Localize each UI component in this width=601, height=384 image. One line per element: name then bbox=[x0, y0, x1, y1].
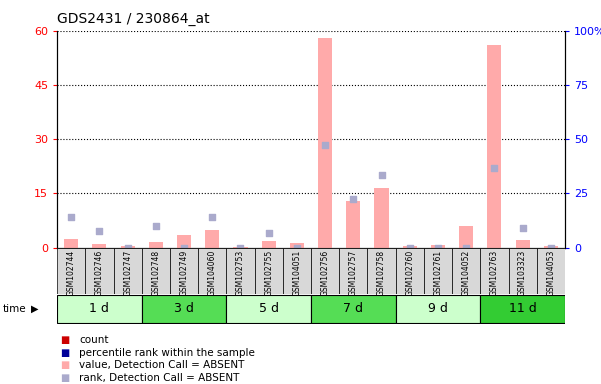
FancyBboxPatch shape bbox=[283, 248, 311, 294]
Point bbox=[264, 230, 273, 236]
Text: GSM104051: GSM104051 bbox=[293, 250, 302, 296]
Point bbox=[377, 172, 386, 179]
Point bbox=[292, 245, 302, 251]
Text: 1 d: 1 d bbox=[90, 302, 109, 315]
Point bbox=[490, 165, 499, 171]
Text: GSM102763: GSM102763 bbox=[490, 250, 499, 296]
Bar bbox=[290, 243, 304, 248]
Point bbox=[179, 245, 189, 251]
FancyBboxPatch shape bbox=[508, 248, 537, 294]
FancyBboxPatch shape bbox=[114, 248, 142, 294]
FancyBboxPatch shape bbox=[57, 248, 85, 294]
FancyBboxPatch shape bbox=[395, 248, 424, 294]
Text: 3 d: 3 d bbox=[174, 302, 194, 315]
Bar bbox=[487, 45, 501, 248]
Text: GDS2431 / 230864_at: GDS2431 / 230864_at bbox=[57, 12, 210, 25]
Text: GSM102753: GSM102753 bbox=[236, 250, 245, 296]
FancyBboxPatch shape bbox=[170, 248, 198, 294]
Bar bbox=[93, 244, 106, 248]
FancyBboxPatch shape bbox=[311, 248, 339, 294]
Bar bbox=[149, 242, 163, 248]
FancyBboxPatch shape bbox=[142, 248, 170, 294]
Point bbox=[123, 245, 132, 251]
Bar bbox=[121, 246, 135, 248]
FancyBboxPatch shape bbox=[480, 248, 508, 294]
Text: GSM103323: GSM103323 bbox=[518, 250, 527, 296]
FancyBboxPatch shape bbox=[537, 248, 565, 294]
Bar bbox=[318, 38, 332, 248]
FancyBboxPatch shape bbox=[85, 248, 114, 294]
Bar bbox=[261, 241, 276, 248]
Bar bbox=[205, 230, 219, 248]
Point bbox=[207, 214, 217, 220]
Text: ■: ■ bbox=[60, 335, 69, 345]
FancyBboxPatch shape bbox=[57, 295, 142, 323]
Text: GSM104060: GSM104060 bbox=[208, 250, 217, 296]
Bar bbox=[233, 247, 248, 248]
Point bbox=[518, 225, 528, 231]
Text: ■: ■ bbox=[60, 360, 69, 370]
Text: GSM102760: GSM102760 bbox=[405, 250, 414, 296]
Point bbox=[462, 245, 471, 251]
Text: GSM102758: GSM102758 bbox=[377, 250, 386, 296]
FancyBboxPatch shape bbox=[227, 295, 311, 323]
Text: GSM104053: GSM104053 bbox=[546, 250, 555, 296]
Point bbox=[349, 196, 358, 202]
FancyBboxPatch shape bbox=[367, 248, 395, 294]
FancyBboxPatch shape bbox=[311, 295, 395, 323]
Text: count: count bbox=[79, 335, 109, 345]
FancyBboxPatch shape bbox=[198, 248, 227, 294]
Point bbox=[236, 245, 245, 251]
FancyBboxPatch shape bbox=[424, 248, 452, 294]
Point bbox=[433, 245, 443, 251]
FancyBboxPatch shape bbox=[142, 295, 227, 323]
Point bbox=[151, 223, 160, 229]
Text: GSM102761: GSM102761 bbox=[433, 250, 442, 296]
Text: GSM104052: GSM104052 bbox=[462, 250, 471, 296]
Point bbox=[546, 245, 556, 251]
Point bbox=[405, 245, 415, 251]
Bar bbox=[346, 201, 361, 248]
Text: rank, Detection Call = ABSENT: rank, Detection Call = ABSENT bbox=[79, 373, 240, 383]
FancyBboxPatch shape bbox=[227, 248, 255, 294]
Text: GSM102755: GSM102755 bbox=[264, 250, 273, 296]
FancyBboxPatch shape bbox=[255, 248, 283, 294]
Text: ■: ■ bbox=[60, 348, 69, 358]
FancyBboxPatch shape bbox=[339, 248, 367, 294]
Text: value, Detection Call = ABSENT: value, Detection Call = ABSENT bbox=[79, 360, 245, 370]
Text: GSM102757: GSM102757 bbox=[349, 250, 358, 296]
Text: GSM102749: GSM102749 bbox=[180, 250, 189, 296]
FancyBboxPatch shape bbox=[480, 295, 565, 323]
Text: 11 d: 11 d bbox=[508, 302, 537, 315]
FancyBboxPatch shape bbox=[452, 248, 480, 294]
Bar bbox=[374, 188, 389, 248]
Text: 5 d: 5 d bbox=[258, 302, 279, 315]
Bar bbox=[403, 246, 417, 248]
Text: GSM102744: GSM102744 bbox=[67, 250, 76, 296]
Text: GSM102756: GSM102756 bbox=[320, 250, 329, 296]
Point bbox=[94, 228, 104, 235]
Text: GSM102746: GSM102746 bbox=[95, 250, 104, 296]
Bar bbox=[64, 238, 78, 248]
Text: 7 d: 7 d bbox=[343, 302, 364, 315]
Point bbox=[320, 142, 330, 148]
Text: percentile rank within the sample: percentile rank within the sample bbox=[79, 348, 255, 358]
Text: GSM102748: GSM102748 bbox=[151, 250, 160, 296]
Text: ▶: ▶ bbox=[31, 304, 38, 314]
Text: 9 d: 9 d bbox=[428, 302, 448, 315]
Text: time: time bbox=[3, 304, 26, 314]
Bar bbox=[177, 235, 191, 248]
Text: GSM102747: GSM102747 bbox=[123, 250, 132, 296]
Bar bbox=[516, 240, 529, 248]
Bar bbox=[544, 246, 558, 248]
Point bbox=[66, 214, 76, 220]
Text: ■: ■ bbox=[60, 373, 69, 383]
FancyBboxPatch shape bbox=[395, 295, 480, 323]
Bar bbox=[459, 226, 473, 248]
Bar bbox=[431, 245, 445, 248]
